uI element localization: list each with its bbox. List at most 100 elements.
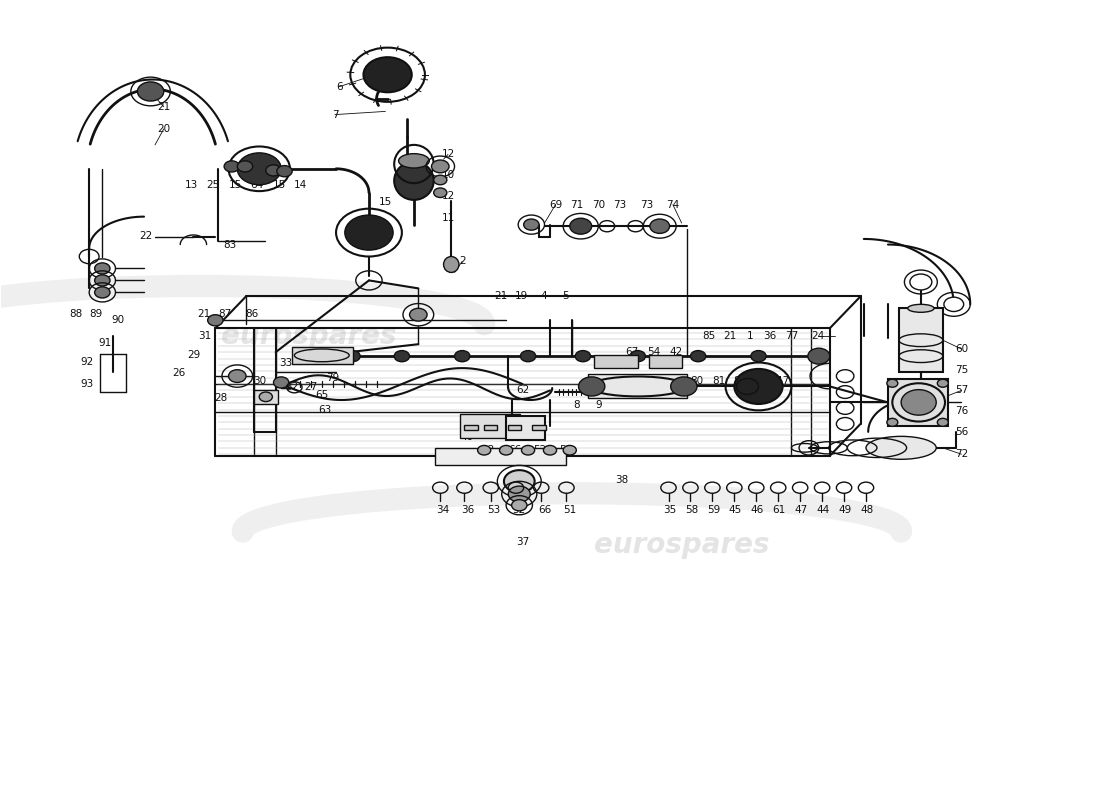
Text: 14: 14: [367, 220, 381, 230]
Text: 83: 83: [223, 240, 236, 250]
Text: eurospares: eurospares: [594, 531, 769, 559]
Text: 89: 89: [89, 309, 102, 319]
Circle shape: [224, 161, 240, 172]
Text: 31: 31: [198, 331, 211, 342]
Circle shape: [735, 369, 782, 404]
Text: 69: 69: [549, 200, 562, 210]
Text: 70: 70: [592, 200, 605, 210]
Circle shape: [691, 350, 706, 362]
Text: 86: 86: [245, 309, 258, 319]
Circle shape: [95, 263, 110, 274]
Text: 27: 27: [305, 382, 318, 392]
Text: 7: 7: [331, 110, 339, 119]
Text: 21: 21: [157, 102, 170, 112]
Text: 77: 77: [784, 331, 798, 342]
Circle shape: [563, 446, 576, 455]
Circle shape: [579, 377, 605, 396]
Text: eurospares: eurospares: [221, 322, 396, 350]
Circle shape: [95, 286, 110, 298]
Circle shape: [394, 350, 409, 362]
Text: 57: 57: [955, 386, 968, 395]
Text: 71: 71: [570, 200, 583, 210]
Bar: [293, 346, 352, 364]
Text: 30: 30: [253, 376, 266, 386]
Text: 61: 61: [772, 505, 785, 515]
Text: 88: 88: [69, 309, 82, 319]
Text: 59: 59: [707, 505, 721, 515]
Text: 34: 34: [436, 505, 449, 515]
Circle shape: [409, 308, 427, 321]
Bar: [464, 425, 477, 430]
Text: 44: 44: [816, 505, 829, 515]
Text: 20: 20: [157, 124, 170, 134]
Text: 3: 3: [293, 347, 299, 357]
Circle shape: [807, 348, 829, 364]
Text: 15: 15: [273, 180, 286, 190]
Circle shape: [520, 350, 536, 362]
Text: 28: 28: [214, 393, 228, 402]
Text: 21: 21: [198, 309, 211, 319]
Text: 81: 81: [713, 376, 726, 386]
Text: 21: 21: [494, 291, 507, 302]
Circle shape: [575, 350, 591, 362]
Text: 13: 13: [185, 180, 198, 190]
Text: 73: 73: [614, 200, 627, 210]
Text: 24: 24: [811, 331, 824, 342]
Text: 29: 29: [187, 350, 200, 360]
Text: 74: 74: [667, 200, 680, 210]
Circle shape: [266, 165, 282, 176]
Text: 50: 50: [460, 416, 473, 426]
Text: 54: 54: [648, 347, 661, 357]
Text: 80: 80: [691, 376, 704, 386]
Text: 41: 41: [670, 376, 683, 386]
Text: 55: 55: [559, 446, 572, 455]
Text: 45: 45: [729, 505, 743, 515]
Text: 4: 4: [540, 291, 547, 302]
Circle shape: [543, 446, 557, 455]
Text: 67: 67: [626, 347, 639, 357]
Circle shape: [751, 350, 767, 362]
Circle shape: [344, 215, 393, 250]
Text: 56: 56: [955, 427, 968, 437]
Text: 60: 60: [955, 344, 968, 354]
Text: 52: 52: [534, 446, 547, 455]
Text: 12: 12: [441, 191, 454, 201]
Text: 14: 14: [295, 180, 308, 190]
Text: 43: 43: [482, 446, 495, 455]
Text: 78: 78: [755, 376, 769, 386]
Text: 1: 1: [747, 331, 754, 342]
Text: 63: 63: [318, 405, 332, 414]
Text: 22: 22: [140, 230, 153, 241]
Text: 46: 46: [750, 505, 764, 515]
Text: 82: 82: [734, 376, 747, 386]
Circle shape: [208, 314, 223, 326]
Text: 51: 51: [563, 505, 576, 515]
Circle shape: [499, 446, 513, 455]
Text: 85: 85: [703, 331, 716, 342]
Text: 66: 66: [538, 505, 551, 515]
Circle shape: [504, 470, 535, 493]
Text: 92: 92: [80, 357, 94, 366]
Ellipse shape: [908, 304, 934, 312]
Bar: [649, 355, 682, 368]
Text: 2: 2: [459, 256, 465, 266]
Text: 21: 21: [724, 331, 737, 342]
Ellipse shape: [398, 154, 429, 168]
Bar: [506, 416, 544, 440]
Circle shape: [260, 392, 273, 402]
Text: 66: 66: [508, 446, 521, 455]
Text: 93: 93: [80, 379, 94, 389]
Text: 8: 8: [573, 400, 580, 410]
Text: 48: 48: [860, 505, 873, 515]
Circle shape: [431, 160, 449, 173]
Circle shape: [521, 446, 535, 455]
Circle shape: [238, 153, 282, 185]
Text: 6: 6: [336, 82, 342, 92]
Text: 32: 32: [286, 382, 299, 392]
Circle shape: [570, 218, 592, 234]
Text: 36: 36: [461, 505, 474, 515]
Text: 19: 19: [515, 291, 528, 302]
Text: 39: 39: [513, 490, 526, 501]
Text: 11: 11: [441, 214, 454, 223]
Circle shape: [344, 350, 360, 362]
